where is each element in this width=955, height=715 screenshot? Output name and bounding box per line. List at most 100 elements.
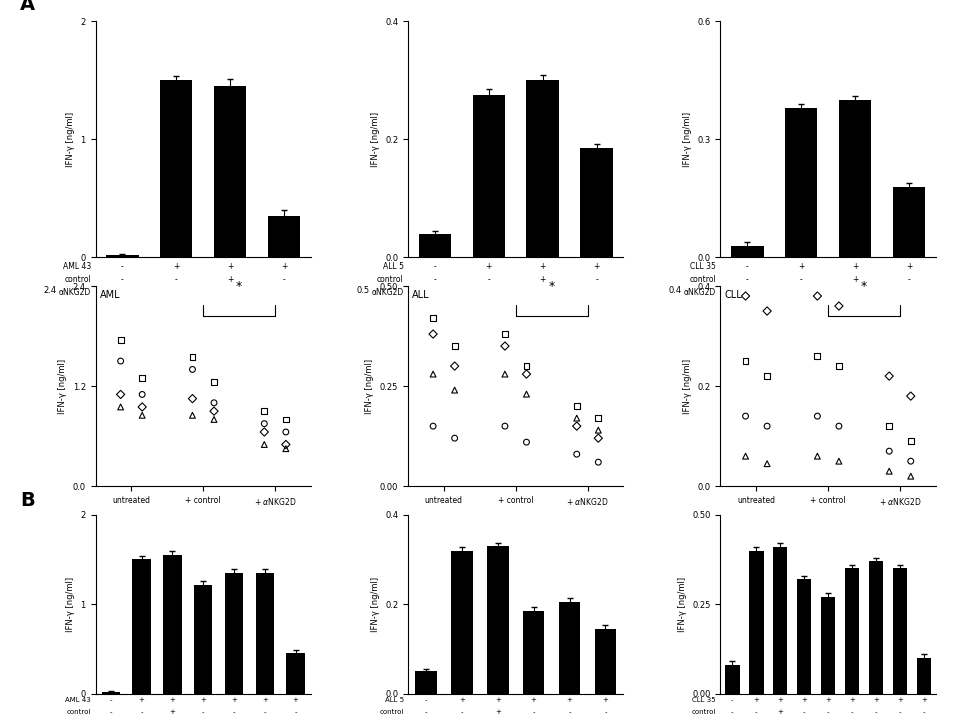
Point — [759, 305, 775, 317]
Text: +: + — [593, 262, 600, 271]
Bar — [418, 234, 451, 257]
Point — [447, 393, 462, 404]
Point — [185, 364, 201, 375]
Text: +: + — [905, 262, 912, 271]
Point — [569, 433, 584, 444]
Bar — [838, 100, 871, 257]
Text: +: + — [531, 697, 537, 703]
Bar — [106, 255, 138, 257]
Text: +: + — [231, 697, 237, 703]
Point — [590, 456, 605, 468]
Point — [590, 440, 605, 452]
Point — [738, 355, 753, 367]
Point — [185, 393, 201, 404]
Bar — [732, 245, 763, 257]
Bar — [785, 108, 817, 257]
Text: -: - — [854, 288, 857, 297]
Point — [426, 420, 441, 432]
Text: +: + — [873, 697, 879, 703]
Y-axis label: IFN-γ [ng/ml]: IFN-γ [ng/ml] — [66, 576, 75, 632]
Text: CLL: CLL — [725, 290, 742, 300]
Point — [881, 465, 897, 477]
Text: +: + — [292, 697, 299, 703]
Bar — [133, 559, 151, 694]
Point — [903, 455, 919, 467]
Text: -: - — [907, 275, 910, 284]
Point — [903, 390, 919, 402]
Text: -: - — [202, 709, 204, 715]
Point — [498, 368, 513, 380]
Text: -: - — [294, 709, 297, 715]
Point — [206, 376, 222, 388]
Text: +: + — [170, 697, 176, 703]
Text: -: - — [851, 709, 854, 715]
Text: -: - — [121, 262, 124, 271]
Text: +: + — [495, 709, 500, 715]
Point — [738, 450, 753, 462]
Point — [206, 414, 222, 425]
Text: -: - — [434, 275, 436, 284]
Y-axis label: IFN-γ [ng/ml]: IFN-γ [ng/ml] — [683, 358, 692, 414]
Point — [113, 401, 128, 413]
Bar — [286, 654, 305, 694]
Text: -: - — [121, 275, 124, 284]
Text: +: + — [825, 697, 831, 703]
Y-axis label: IFN-γ [ng/ml]: IFN-γ [ng/ml] — [66, 112, 75, 167]
Text: +: + — [593, 288, 600, 297]
Bar — [415, 671, 436, 694]
Text: CLL 35: CLL 35 — [692, 697, 716, 703]
Text: -: - — [732, 709, 733, 715]
Text: -: - — [487, 275, 490, 284]
Y-axis label: IFN-γ [ng/ml]: IFN-γ [ng/ml] — [678, 576, 687, 632]
Y-axis label: IFN-γ [ng/ml]: IFN-γ [ng/ml] — [371, 112, 379, 167]
Point — [831, 455, 846, 467]
Bar — [581, 148, 613, 257]
Text: -: - — [532, 709, 535, 715]
Text: -: - — [803, 709, 805, 715]
Point — [810, 410, 825, 422]
Text: control: control — [691, 709, 716, 715]
Text: -: - — [827, 709, 829, 715]
Point — [831, 420, 846, 432]
Bar — [214, 87, 246, 257]
Point — [257, 426, 272, 438]
Bar — [451, 551, 473, 694]
Text: +: + — [852, 262, 859, 271]
Text: ALL 5: ALL 5 — [385, 697, 404, 703]
Point — [881, 420, 897, 432]
Text: -: - — [229, 288, 231, 297]
Point — [113, 355, 128, 367]
Text: +: + — [798, 262, 804, 271]
Text: ALL: ALL — [413, 290, 430, 300]
Text: +: + — [921, 697, 927, 703]
Point — [810, 350, 825, 362]
Text: -: - — [746, 262, 749, 271]
Y-axis label: IFN-γ [ng/ml]: IFN-γ [ng/ml] — [683, 112, 691, 167]
Text: αNKG2D: αNKG2D — [59, 288, 91, 297]
Point — [206, 405, 222, 417]
Text: -: - — [541, 288, 544, 297]
Text: control: control — [64, 275, 91, 284]
Bar — [487, 546, 508, 694]
Text: +: + — [566, 697, 572, 703]
Bar — [163, 555, 181, 694]
Point — [903, 470, 919, 482]
Text: -: - — [899, 709, 902, 715]
Point — [447, 360, 462, 372]
Text: *: * — [548, 280, 555, 293]
Y-axis label: IFN-γ [ng/ml]: IFN-γ [ng/ml] — [58, 358, 67, 414]
Point — [447, 340, 462, 352]
Point — [903, 435, 919, 447]
Point — [881, 465, 897, 477]
Point — [519, 360, 534, 372]
Point — [135, 389, 150, 400]
Point — [498, 328, 513, 340]
Text: 0.5: 0.5 — [356, 286, 370, 295]
Text: +: + — [897, 697, 902, 703]
Text: -: - — [434, 288, 436, 297]
Text: -: - — [755, 709, 757, 715]
Point — [113, 335, 128, 346]
Text: +: + — [201, 697, 206, 703]
Point — [831, 450, 846, 462]
Point — [498, 340, 513, 352]
